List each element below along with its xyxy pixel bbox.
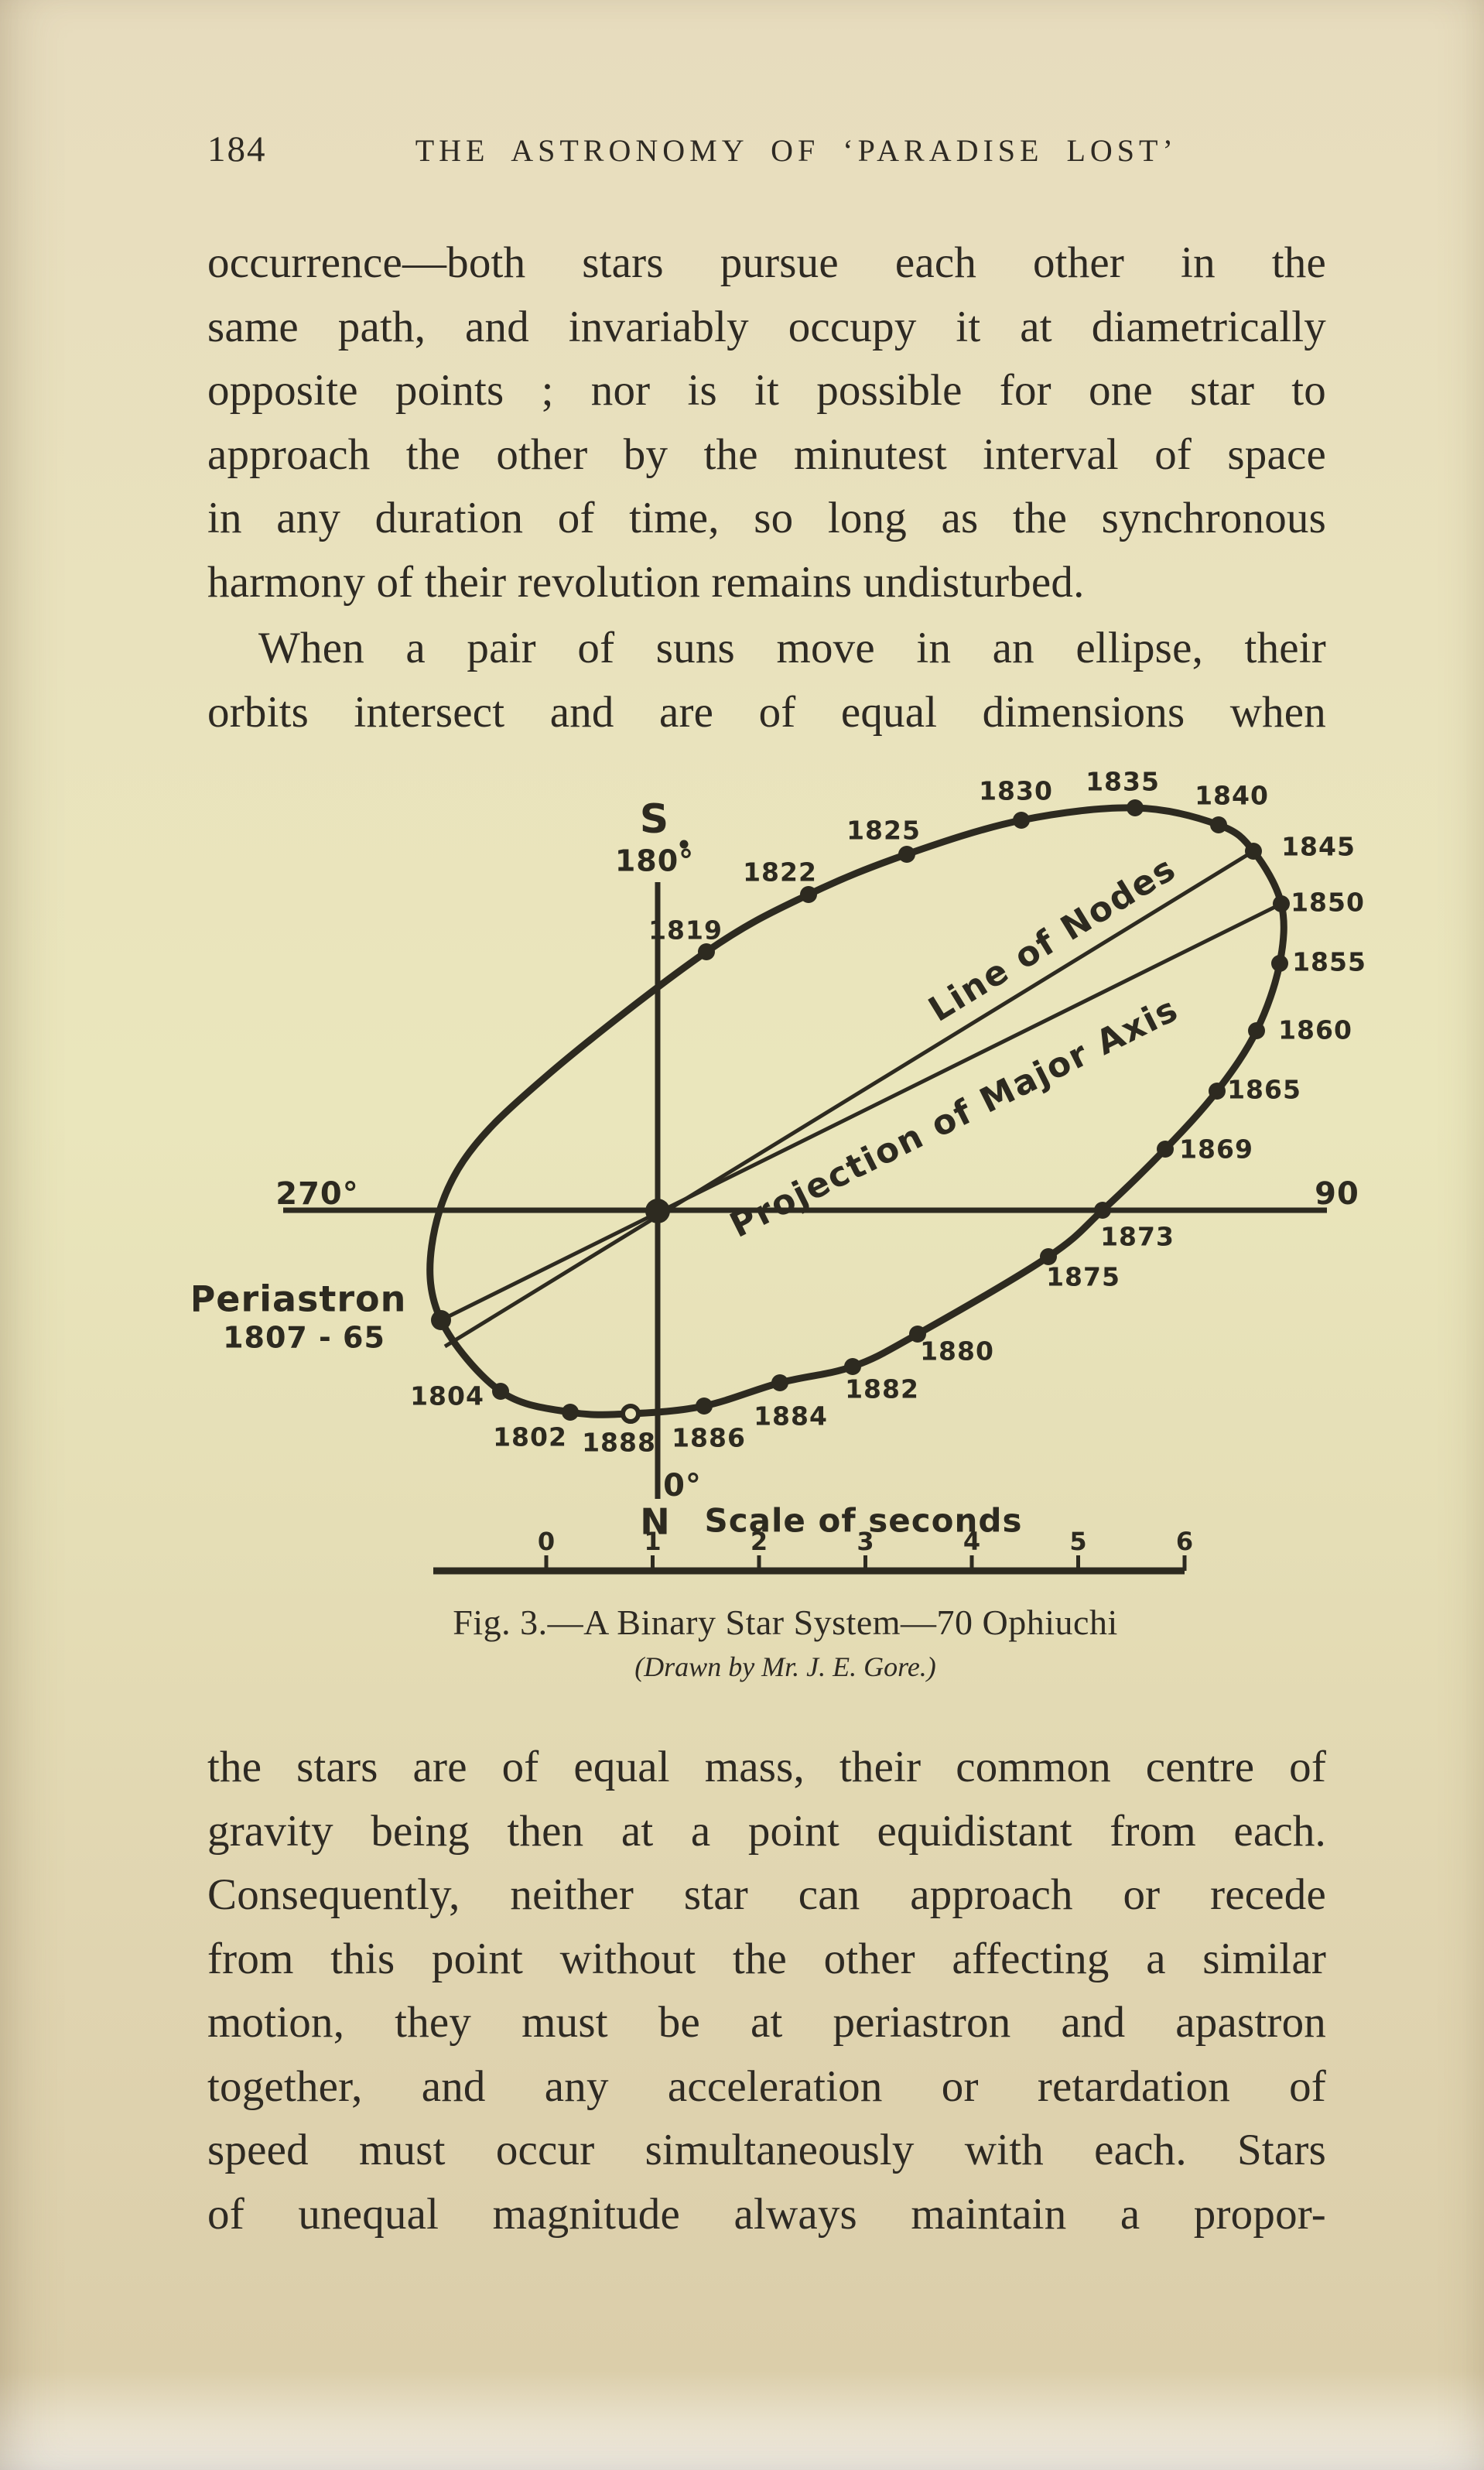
orbit-point — [1013, 812, 1030, 829]
year-label: 1830 — [979, 776, 1053, 806]
text-line: from this point without the other affect… — [207, 1934, 1326, 1983]
orbit-point — [1040, 1248, 1057, 1265]
paragraph-3: the stars are of equal mass, their commo… — [207, 1736, 1326, 2246]
year-label: 1882 — [845, 1374, 919, 1404]
scale-tick-label: 3 — [857, 1527, 874, 1556]
orbit-point — [1157, 1141, 1174, 1158]
orbit-point — [1209, 1083, 1226, 1100]
deg-180-label: 180° — [615, 844, 694, 878]
year-label: 1835 — [1086, 767, 1160, 797]
text-line: the stars are of equal mass, their commo… — [207, 1743, 1326, 1791]
orbit-ellipse — [426, 804, 1287, 1418]
year-label: 1875 — [1046, 1262, 1120, 1292]
text-line: together, and any acceleration or retard… — [207, 2061, 1326, 2111]
year-label: 1865 — [1227, 1075, 1301, 1105]
orbit-point — [800, 886, 817, 903]
text-line: orbits intersect and are of equal dimens… — [207, 687, 1326, 737]
year-label: 1869 — [1179, 1134, 1253, 1165]
orbit-point — [1094, 1202, 1111, 1219]
text-line: speed must occur simultaneously with eac… — [207, 2126, 1326, 2174]
year-label: 1804 — [410, 1381, 484, 1411]
year-label: 1825 — [846, 816, 921, 846]
year-label: 1802 — [493, 1422, 567, 1452]
figure-credit: (Drawn by Mr. J. E. Gore.) — [634, 1651, 936, 1682]
text-line: occurrence—both stars pursue each other … — [207, 238, 1326, 287]
small-dot — [679, 840, 689, 849]
orbit-point — [1210, 816, 1227, 833]
page-number: 184 — [207, 129, 267, 169]
year-label: 1884 — [754, 1401, 828, 1432]
orbit-point — [1245, 843, 1262, 860]
deg-90-label: 90 — [1315, 1176, 1359, 1212]
year-label: 1840 — [1195, 781, 1269, 811]
scale-tick-label: 1 — [644, 1527, 661, 1556]
orbit-point — [562, 1404, 579, 1421]
figure-caption: Fig. 3.—A Binary Star System—70 Ophiuchi — [453, 1603, 1118, 1642]
year-label: 1886 — [672, 1423, 746, 1453]
orbit-point — [698, 943, 715, 960]
text-line: Consequently, neither star can approach … — [207, 1870, 1326, 1919]
scale-tick-label: 2 — [751, 1527, 768, 1556]
page-header: 184 THE ASTRONOMY OF ‘PARADISE LOST’ — [207, 128, 1326, 170]
orbit-point — [909, 1326, 926, 1343]
north-label: N — [640, 1501, 671, 1543]
projection-of-major-axis-line — [439, 901, 1283, 1322]
periastron-years-label: 1807 - 65 — [223, 1321, 385, 1355]
projection-of-major-axis-label: Projection of Major Axis — [724, 989, 1185, 1245]
text-line: approach the other by the minutest inter… — [207, 429, 1326, 479]
orbit-point-open — [621, 1404, 641, 1424]
text-line: in any duration of time, so long as the … — [207, 494, 1326, 542]
year-label: 1855 — [1292, 947, 1366, 977]
orbit-point — [1273, 895, 1290, 912]
scale-title: Scale of seconds — [705, 1502, 1023, 1540]
orbit-point — [771, 1374, 788, 1391]
orbit-point — [898, 846, 915, 863]
orbit-point — [1248, 1022, 1265, 1039]
year-label: 1873 — [1100, 1222, 1175, 1252]
text-line: gravity being then at a point equidistan… — [207, 1806, 1326, 1856]
paragraph-1: occurrence—both stars pursue each other … — [207, 231, 1326, 614]
periastron-point — [431, 1310, 451, 1330]
year-label: 1822 — [743, 857, 817, 888]
text-line: When a pair of suns move in an ellipse, … — [258, 624, 1326, 672]
line-of-nodes — [443, 849, 1255, 1349]
year-label: 1880 — [920, 1336, 994, 1367]
orbit-point — [492, 1383, 509, 1400]
year-label: 1850 — [1291, 888, 1365, 918]
star-centre-dot — [645, 1199, 670, 1223]
south-label: S — [640, 796, 669, 843]
scale-tick-label: 0 — [538, 1527, 555, 1556]
scale-tick-label: 6 — [1176, 1527, 1193, 1556]
periastron-label: Periastron — [193, 1278, 406, 1320]
deg-0-label: 0° — [663, 1468, 702, 1504]
running-title: THE ASTRONOMY OF ‘PARADISE LOST’ — [415, 133, 1178, 168]
scale-tick-label: 5 — [1069, 1527, 1086, 1556]
year-label: 1860 — [1278, 1015, 1352, 1045]
text-line: of unequal magnitude always maintain a p… — [207, 2189, 1326, 2239]
orbit-point — [844, 1358, 861, 1375]
text-line: motion, they must be at periastron and a… — [207, 1998, 1326, 2047]
paragraph-2: When a pair of suns move in an ellipse, … — [207, 617, 1326, 744]
scale-tick-label: 4 — [963, 1527, 980, 1556]
orbit-point — [1127, 799, 1144, 816]
text-line: same path, and invariably occupy it at d… — [207, 302, 1326, 351]
deg-270-label: 270° — [275, 1176, 359, 1212]
orbit-point — [696, 1398, 713, 1415]
year-label: 1819 — [648, 915, 723, 946]
text-line: harmony of their revolution remains undi… — [207, 557, 1085, 607]
orbit-point — [1271, 955, 1288, 972]
year-label: 1845 — [1281, 832, 1356, 862]
text-line: opposite points ; nor is it possible for… — [207, 366, 1326, 415]
year-label: 1888 — [582, 1428, 656, 1458]
